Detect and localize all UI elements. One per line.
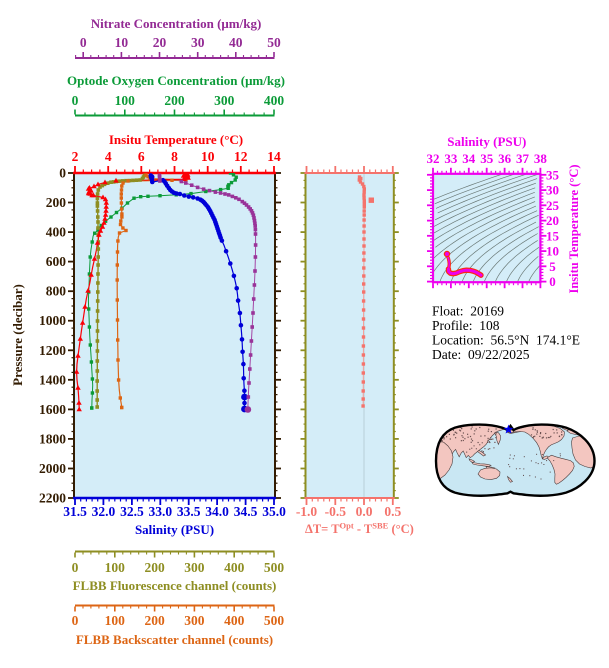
- svg-text:8: 8: [171, 149, 178, 164]
- svg-text:ΔT= TOpt - TSBE (°C): ΔT= TOpt - TSBE (°C): [305, 521, 414, 537]
- svg-text:Profile: 108: Profile: 108: [432, 318, 500, 333]
- svg-text:32.0: 32.0: [92, 504, 116, 519]
- svg-text:Nitrate Concentration (μm/kg): Nitrate Concentration (μm/kg): [91, 16, 262, 31]
- svg-text:1000: 1000: [39, 313, 66, 328]
- svg-text:20: 20: [546, 213, 559, 228]
- svg-text:400: 400: [46, 225, 67, 240]
- svg-text:0.0: 0.0: [356, 504, 373, 519]
- svg-text:0: 0: [549, 274, 556, 289]
- svg-text:30: 30: [546, 183, 559, 198]
- svg-text:0: 0: [80, 35, 87, 50]
- svg-text:200: 200: [144, 613, 165, 628]
- svg-text:0: 0: [59, 166, 66, 181]
- svg-text:Insitu Temperature (°C): Insitu Temperature (°C): [109, 132, 243, 147]
- svg-text:0: 0: [72, 93, 79, 108]
- svg-text:300: 300: [184, 613, 205, 628]
- svg-text:4: 4: [105, 149, 112, 164]
- svg-text:-0.5: -0.5: [325, 504, 347, 519]
- svg-text:34: 34: [462, 151, 476, 166]
- svg-text:37: 37: [516, 151, 530, 166]
- svg-text:1200: 1200: [39, 343, 66, 358]
- svg-text:5: 5: [549, 259, 556, 274]
- svg-text:FLBB Fluorescence channel (cou: FLBB Fluorescence channel (counts): [73, 578, 277, 593]
- svg-text:Date: 09/22/2025: Date: 09/22/2025: [432, 347, 530, 362]
- svg-text:400: 400: [264, 93, 285, 108]
- svg-text:1800: 1800: [39, 431, 66, 446]
- svg-text:35.0: 35.0: [262, 504, 286, 519]
- svg-text:100: 100: [105, 560, 126, 575]
- svg-text:400: 400: [224, 560, 245, 575]
- svg-text:100: 100: [105, 613, 126, 628]
- svg-text:200: 200: [46, 195, 67, 210]
- svg-text:34.5: 34.5: [234, 504, 258, 519]
- svg-text:2200: 2200: [39, 491, 66, 506]
- svg-text:500: 500: [264, 613, 285, 628]
- svg-text:2000: 2000: [39, 461, 66, 476]
- svg-text:14: 14: [267, 149, 281, 164]
- svg-text:10: 10: [201, 149, 215, 164]
- svg-text:10: 10: [546, 244, 559, 259]
- svg-text:300: 300: [214, 93, 235, 108]
- svg-text:FLBB Backscatter channel (coun: FLBB Backscatter channel (counts): [76, 632, 273, 647]
- svg-text:20: 20: [153, 35, 167, 50]
- svg-text:2: 2: [72, 149, 79, 164]
- svg-text:Pressure (decibar): Pressure (decibar): [10, 284, 25, 386]
- svg-text:500: 500: [264, 560, 285, 575]
- svg-text:0: 0: [72, 613, 79, 628]
- svg-text:32.5: 32.5: [120, 504, 144, 519]
- svg-text:Float: 20169: Float: 20169: [432, 304, 504, 319]
- svg-text:800: 800: [46, 284, 67, 299]
- svg-text:300: 300: [184, 560, 205, 575]
- svg-text:100: 100: [115, 93, 136, 108]
- svg-text:10: 10: [115, 35, 129, 50]
- svg-text:1600: 1600: [39, 402, 66, 417]
- svg-text:33: 33: [444, 151, 458, 166]
- svg-text:200: 200: [144, 560, 165, 575]
- svg-text:6: 6: [138, 149, 145, 164]
- svg-text:200: 200: [164, 93, 185, 108]
- svg-text:12: 12: [234, 149, 248, 164]
- svg-text:40: 40: [229, 35, 243, 50]
- svg-text:38: 38: [534, 151, 548, 166]
- svg-text:0.5: 0.5: [384, 504, 401, 519]
- svg-text:25: 25: [546, 198, 560, 213]
- svg-text:33.0: 33.0: [148, 504, 172, 519]
- svg-text:0: 0: [72, 560, 79, 575]
- svg-text:32: 32: [427, 151, 440, 166]
- svg-text:Insitu Temperature (°C): Insitu Temperature (°C): [567, 164, 581, 293]
- svg-text:31.5: 31.5: [63, 504, 87, 519]
- svg-text:Salinity (PSU): Salinity (PSU): [447, 134, 526, 149]
- svg-text:33.5: 33.5: [177, 504, 201, 519]
- svg-text:Optode Oxygen Concentration (μ: Optode Oxygen Concentration (μm/kg): [67, 73, 285, 88]
- svg-text:1400: 1400: [39, 372, 66, 387]
- svg-text:50: 50: [267, 35, 281, 50]
- svg-text:600: 600: [46, 254, 67, 269]
- svg-text:-1.0: -1.0: [296, 504, 318, 519]
- svg-text:15: 15: [546, 228, 560, 243]
- svg-text:30: 30: [191, 35, 205, 50]
- svg-text:34.0: 34.0: [205, 504, 229, 519]
- svg-text:35: 35: [546, 167, 560, 182]
- svg-text:400: 400: [224, 613, 245, 628]
- svg-text:35: 35: [480, 151, 494, 166]
- svg-text:Salinity (PSU): Salinity (PSU): [135, 522, 214, 537]
- svg-text:36: 36: [498, 151, 512, 166]
- svg-text:Location: 56.5°N 174.1°E: Location: 56.5°N 174.1°E: [432, 333, 580, 348]
